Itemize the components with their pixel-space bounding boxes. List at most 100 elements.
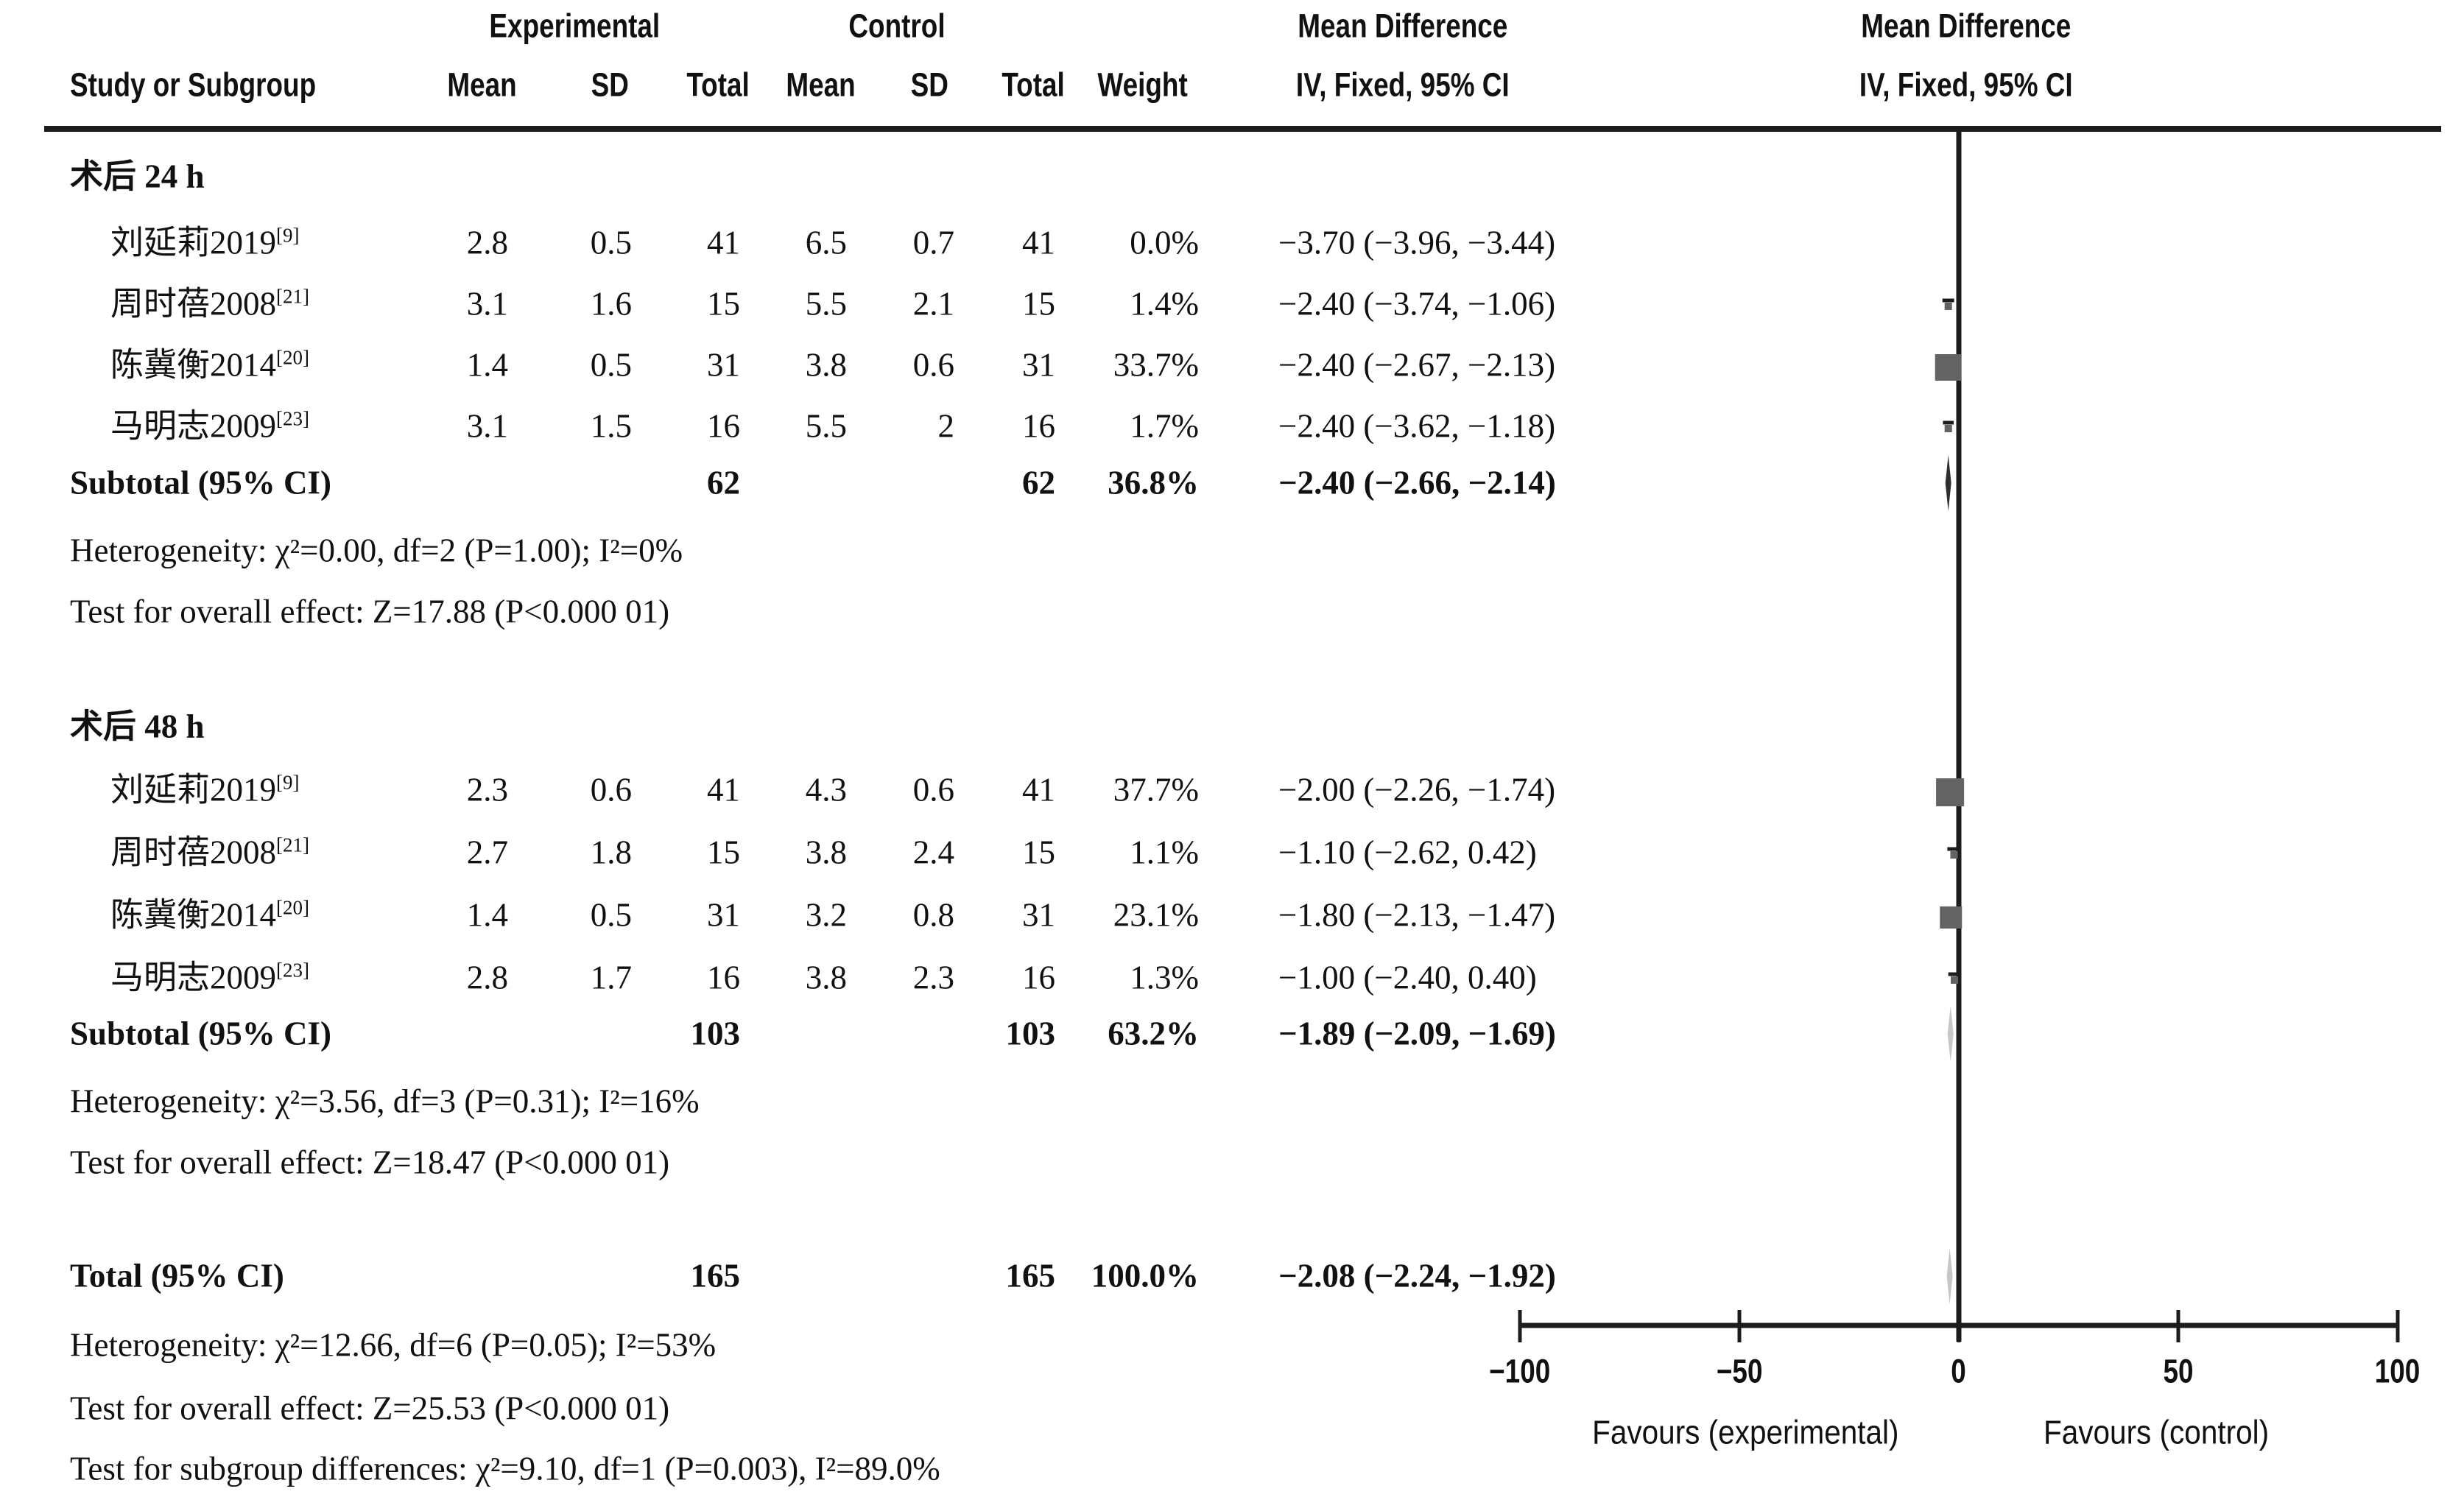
- ci-text-cell: −2.00 (−2.26, −1.74): [1278, 771, 1556, 809]
- col-study-or-subgroup: Study or Subgroup: [70, 66, 317, 104]
- x-axis-tick: [1957, 1310, 1961, 1342]
- study-label: 周时蓓2008[21]: [110, 834, 309, 871]
- subtotal-diamond: [1947, 1006, 1954, 1062]
- weight-cell: 23.1%: [1113, 896, 1199, 934]
- axis-tick-label: −50: [1716, 1352, 1763, 1390]
- ci-text-cell: −2.40 (−2.67, −2.13): [1278, 346, 1556, 384]
- weight-cell: 1.7%: [1130, 407, 1199, 445]
- study-ref: [9]: [276, 224, 300, 247]
- ci-text-cell: −2.40 (−3.74, −1.06): [1278, 285, 1556, 323]
- weight-cell: 37.7%: [1113, 771, 1199, 809]
- col-ctl-total: Total: [1002, 66, 1065, 104]
- heterogeneity-line: Heterogeneity: χ²=3.56, df=3 (P=0.31); I…: [70, 1082, 700, 1120]
- heterogeneity-line: Heterogeneity: χ²=0.00, df=2 (P=1.00); I…: [70, 532, 683, 569]
- ci-whisker: [1947, 847, 1961, 851]
- subtotal-ci-text: −1.89 (−2.09, −1.69): [1278, 1015, 1556, 1052]
- ctl-sd-cell: 2.1: [912, 285, 954, 323]
- axis-tick-label: 100: [2375, 1352, 2421, 1390]
- total-exp-total: 165: [690, 1257, 741, 1295]
- study-weight-square: [1940, 906, 1963, 929]
- col-method-text: IV, Fixed, 95% CI: [1296, 66, 1510, 104]
- col-group-mean-difference-text: Mean Difference: [1298, 7, 1508, 45]
- ctl-total-cell: 41: [1022, 771, 1055, 809]
- study-weight-square: [1944, 425, 1952, 432]
- study-weight-square: [1950, 851, 1958, 859]
- total-label: Total (95% CI): [70, 1257, 284, 1295]
- total-overall-effect-line: Test for overall effect: Z=25.53 (P<0.00…: [70, 1389, 670, 1427]
- exp-mean-cell: 2.8: [466, 959, 508, 996]
- exp-mean-cell: 2.7: [466, 834, 508, 871]
- ctl-sd-cell: 2.3: [912, 959, 954, 996]
- ci-text-cell: −1.10 (−2.62, 0.42): [1278, 834, 1537, 871]
- subtotal-label: Subtotal (95% CI): [70, 464, 332, 501]
- study-ref: [20]: [276, 896, 309, 919]
- exp-total-cell: 16: [707, 407, 740, 445]
- col-ctl-sd: SD: [910, 66, 948, 104]
- overall-effect-line: Test for overall effect: Z=17.88 (P<0.00…: [70, 593, 670, 630]
- subgroup-title: 术后 24 h: [70, 158, 205, 195]
- study-weight-square: [1935, 354, 1962, 381]
- axis-tick-label: 50: [2163, 1352, 2194, 1390]
- ci-text-cell: −1.80 (−2.13, −1.47): [1278, 896, 1556, 934]
- ctl-sd-cell: 0.6: [912, 771, 954, 809]
- ci-text-cell: −1.00 (−2.40, 0.40): [1278, 959, 1537, 996]
- subtotal-weight: 63.2%: [1108, 1015, 1199, 1052]
- ctl-sd-cell: 0.7: [912, 224, 954, 261]
- ci-whisker: [1948, 972, 1961, 976]
- ctl-mean-cell: 3.8: [805, 834, 847, 871]
- subtotal-exp-total: 62: [707, 464, 740, 501]
- exp-sd-cell: 1.7: [590, 959, 632, 996]
- ctl-sd-cell: 2.4: [912, 834, 954, 871]
- study-weight-square: [1936, 778, 1965, 806]
- study-ref: [21]: [276, 285, 309, 308]
- x-axis-tick: [1518, 1310, 1522, 1342]
- subtotal-diamond: [1945, 455, 1951, 511]
- study-weight-square: [1951, 976, 1959, 984]
- exp-sd-cell: 0.6: [590, 771, 632, 809]
- ci-whisker: [1942, 298, 1954, 303]
- ctl-total-cell: 31: [1022, 896, 1055, 934]
- study-ref: [9]: [276, 771, 300, 794]
- exp-mean-cell: 2.3: [466, 771, 508, 809]
- col-group-mean-difference-plot: Mean Difference: [1861, 7, 2071, 45]
- ctl-mean-cell: 6.5: [805, 224, 847, 261]
- ctl-mean-cell: 3.2: [805, 896, 847, 934]
- exp-total-cell: 15: [707, 834, 740, 871]
- study-label: 周时蓓2008[21]: [110, 285, 309, 323]
- ctl-sd-cell: 2: [937, 407, 955, 445]
- header-divider-line: [44, 126, 2441, 132]
- exp-total-cell: 31: [707, 896, 740, 934]
- col-method-plot: IV, Fixed, 95% CI: [1859, 66, 2073, 104]
- exp-mean-cell: 3.1: [466, 285, 508, 323]
- weight-cell: 33.7%: [1113, 346, 1199, 384]
- axis-tick-label: −100: [1489, 1352, 1551, 1390]
- exp-total-cell: 41: [707, 771, 740, 809]
- exp-mean-cell: 3.1: [466, 407, 508, 445]
- overall-effect-line: Test for overall effect: Z=18.47 (P<0.00…: [70, 1144, 670, 1181]
- total-diamond: [1946, 1248, 1953, 1304]
- subtotal-exp-total: 103: [690, 1015, 741, 1052]
- favours-control-label: Favours (control): [2043, 1413, 2270, 1451]
- ctl-mean-cell: 3.8: [805, 959, 847, 996]
- exp-total-cell: 16: [707, 959, 740, 996]
- zero-effect-line: [1956, 129, 1962, 1342]
- study-ref: [20]: [276, 346, 309, 369]
- subtotal-weight: 36.8%: [1108, 464, 1199, 501]
- subgroup-title: 术后 48 h: [70, 708, 205, 745]
- ctl-sd-cell: 0.8: [912, 896, 954, 934]
- study-label: 陈冀衡2014[20]: [110, 346, 309, 384]
- subtotal-ci-text: −2.40 (−2.66, −2.14): [1278, 464, 1556, 501]
- exp-sd-cell: 1.5: [590, 407, 632, 445]
- ctl-sd-cell: 0.6: [912, 346, 954, 384]
- ctl-total-cell: 15: [1022, 834, 1055, 871]
- ctl-total-cell: 16: [1022, 959, 1055, 996]
- total-ctl-total: 165: [1005, 1257, 1056, 1295]
- weight-cell: 0.0%: [1130, 224, 1199, 261]
- ctl-mean-cell: 3.8: [805, 346, 847, 384]
- subtotal-ctl-total: 103: [1005, 1015, 1056, 1052]
- col-weight: Weight: [1097, 66, 1189, 104]
- ci-text-cell: −3.70 (−3.96, −3.44): [1278, 224, 1556, 261]
- exp-total-cell: 41: [707, 224, 740, 261]
